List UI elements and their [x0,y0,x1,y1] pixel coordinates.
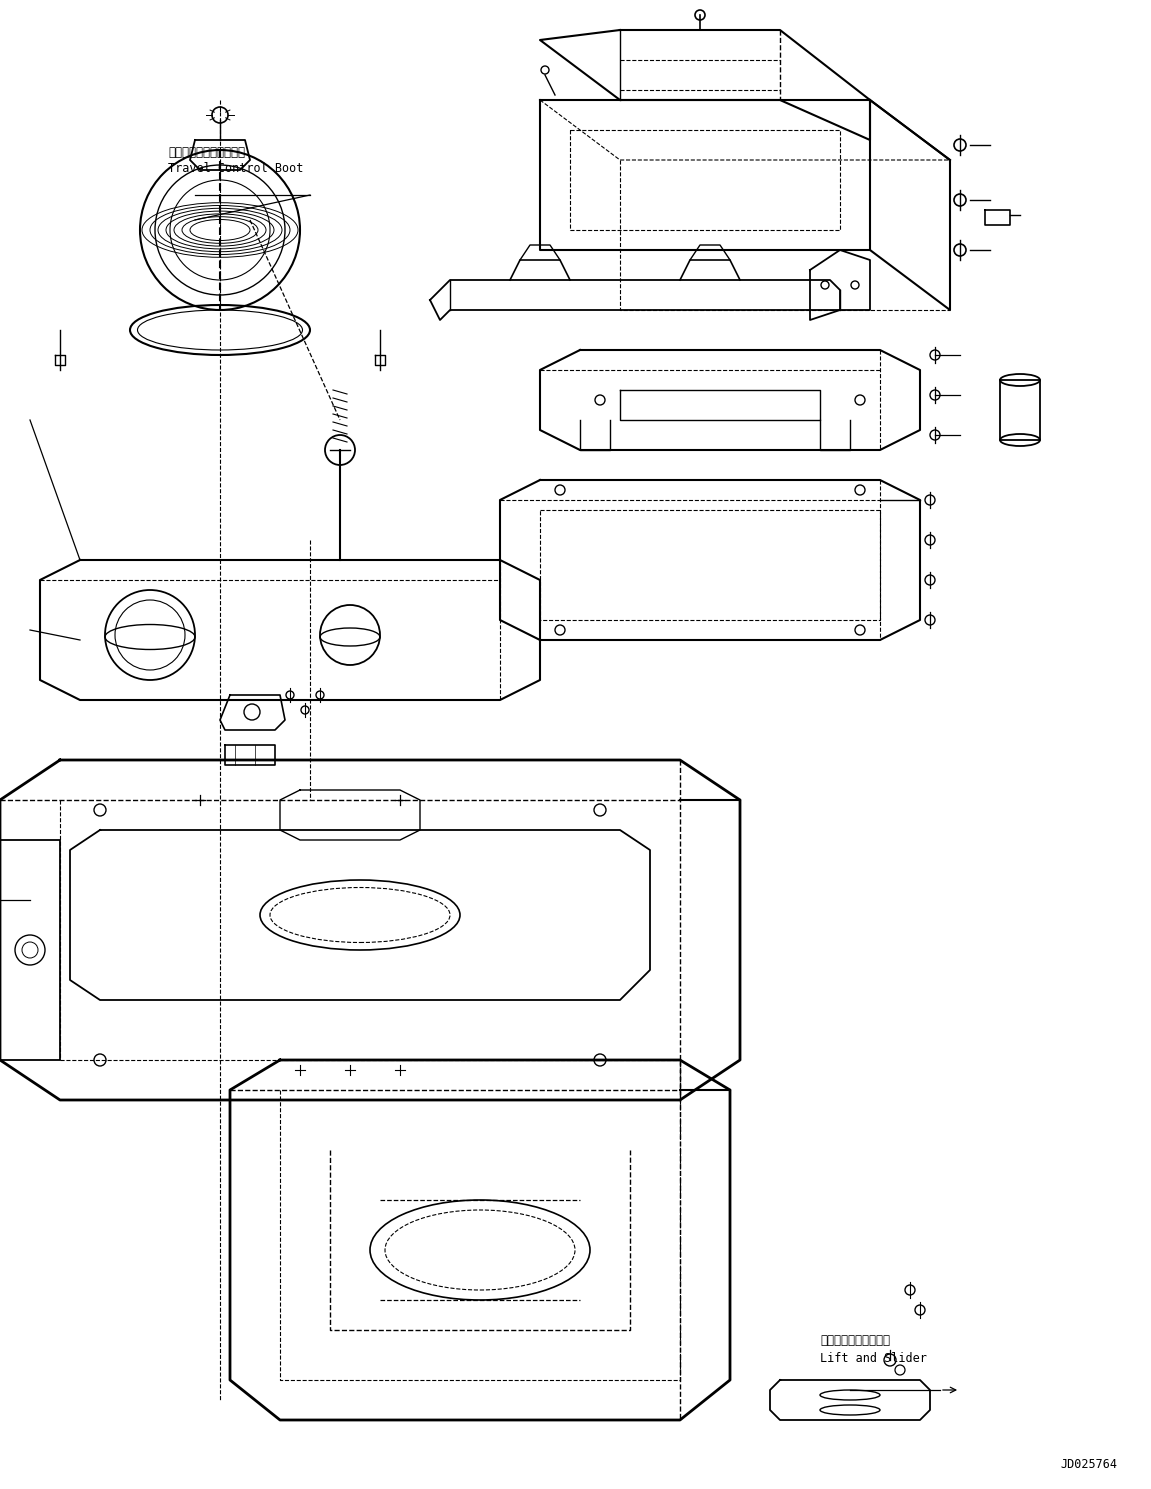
Text: Lift and Slider: Lift and Slider [820,1352,927,1364]
Text: Travel Control Boot: Travel Control Boot [168,161,304,174]
Ellipse shape [1000,433,1041,447]
Text: JD025764: JD025764 [1060,1459,1116,1471]
Ellipse shape [1000,374,1041,386]
Text: リフトおよびスライダ: リフトおよびスライダ [820,1334,890,1346]
Text: 走行コントロールブート: 走行コントロールブート [168,146,245,158]
